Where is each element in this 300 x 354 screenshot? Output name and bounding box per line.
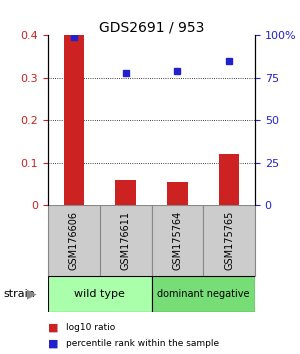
- Title: GDS2691 / 953: GDS2691 / 953: [99, 20, 204, 34]
- Text: GSM175765: GSM175765: [224, 211, 234, 270]
- Bar: [167, 182, 188, 205]
- Bar: [152, 205, 203, 276]
- Text: percentile rank within the sample: percentile rank within the sample: [66, 339, 219, 348]
- Bar: [203, 205, 255, 276]
- Bar: [48, 276, 152, 312]
- Text: ▶: ▶: [27, 287, 37, 300]
- Bar: [48, 205, 100, 276]
- Bar: [152, 276, 255, 312]
- Bar: [64, 35, 84, 205]
- Bar: [100, 205, 152, 276]
- Text: ■: ■: [48, 322, 58, 332]
- Text: GSM176611: GSM176611: [121, 211, 130, 270]
- Text: dominant negative: dominant negative: [157, 289, 250, 299]
- Text: ■: ■: [48, 338, 58, 348]
- Text: GSM175764: GSM175764: [172, 211, 182, 270]
- Bar: [219, 154, 239, 205]
- Text: GSM176606: GSM176606: [69, 211, 79, 270]
- Text: wild type: wild type: [74, 289, 125, 299]
- Text: log10 ratio: log10 ratio: [66, 323, 115, 332]
- Text: strain: strain: [3, 289, 35, 299]
- Bar: [115, 180, 136, 205]
